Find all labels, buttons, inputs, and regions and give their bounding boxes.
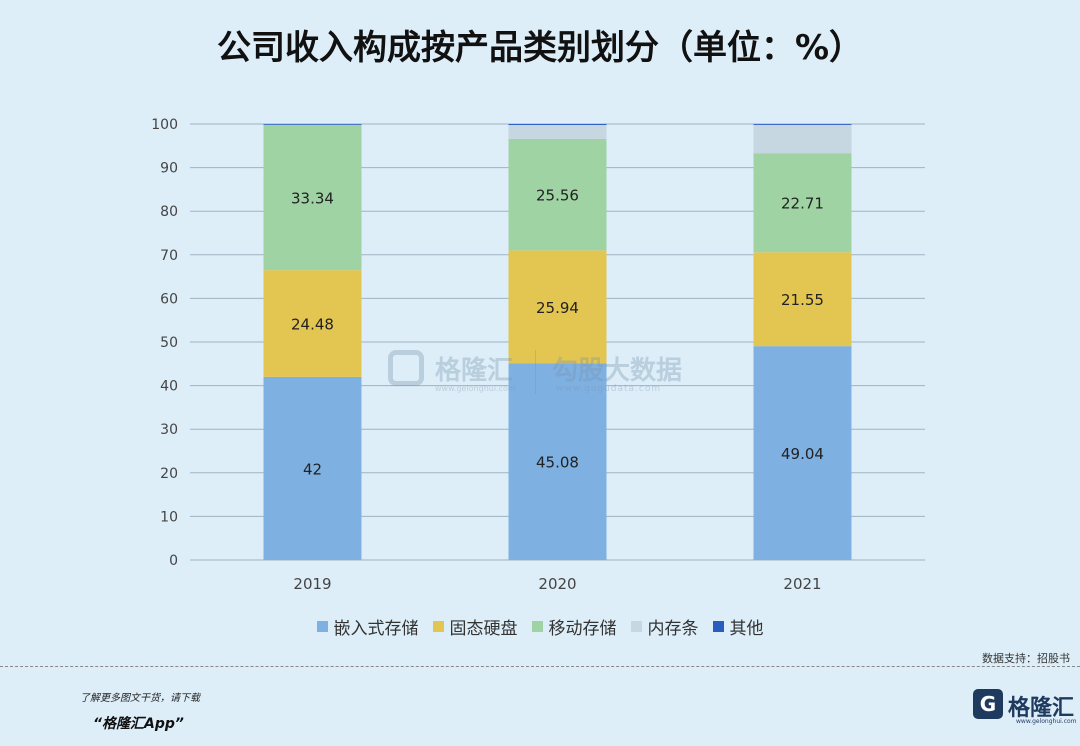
legend-label: 其他 xyxy=(729,619,764,639)
data-label: 25.94 xyxy=(536,299,579,317)
legend-swatch xyxy=(712,621,724,632)
footer-brand-url: www.gelonghui.com xyxy=(1016,718,1077,725)
legend-item: 固态硬盘 xyxy=(432,614,518,639)
bar-segment xyxy=(753,252,852,347)
legend-label: 嵌入式存储 xyxy=(333,619,419,639)
source-note: 数据支持：招股书 xyxy=(982,652,1070,665)
legend-item: 其他 xyxy=(712,614,764,639)
stacked-bar-chart: 42 24.48 33.34 45.08 25.94 25.56 49.04 21.55 22.… xyxy=(151,117,925,593)
bar-segment xyxy=(508,124,607,125)
data-label: 49.04 xyxy=(781,445,824,463)
bar-segment xyxy=(753,346,852,560)
data-label: 42 xyxy=(303,460,322,478)
data-label: 33.34 xyxy=(291,189,334,207)
y-tick-label: 30 xyxy=(160,422,178,438)
bars: 42 24.48 33.34 45.08 25.94 25.56 49.04 21.55 22.… xyxy=(263,124,852,560)
y-tick-label: 80 xyxy=(160,204,178,220)
y-tick-label: 90 xyxy=(160,161,178,177)
x-axis: 2019 2020 2021 xyxy=(293,575,821,593)
legend-item: 移动存储 xyxy=(531,614,617,639)
bar-segment xyxy=(508,250,607,364)
brand-logo-icon: G xyxy=(973,689,1003,719)
bar-segment xyxy=(753,124,852,154)
y-axis: 0 10 20 30 40 50 60 70 80 90 100 xyxy=(151,117,178,569)
legend-label: 移动存储 xyxy=(548,619,617,639)
y-tick-label: 0 xyxy=(169,553,178,569)
bar-segment xyxy=(753,124,852,125)
data-label: 21.55 xyxy=(781,291,824,309)
bar-segment xyxy=(263,270,362,377)
legend-swatch xyxy=(432,621,444,632)
legend-swatch xyxy=(630,621,642,632)
y-tick-label: 100 xyxy=(151,117,178,133)
data-label: 22.71 xyxy=(781,195,824,213)
legend: 嵌入式存储 固态硬盘 移动存储 内存条 其他 xyxy=(0,614,1080,639)
bar-segment xyxy=(508,138,607,251)
footer-app-name: “格隆汇App” xyxy=(93,716,184,732)
footer-brand: 格隆汇 xyxy=(1008,696,1075,721)
bar-segment xyxy=(263,124,362,271)
legend-label: 内存条 xyxy=(647,619,699,639)
bar-segment xyxy=(263,124,362,125)
y-tick-label: 70 xyxy=(160,248,178,264)
bar-segment xyxy=(508,363,607,560)
y-tick-label: 50 xyxy=(160,335,178,351)
y-tick-label: 40 xyxy=(160,379,178,395)
data-label: 24.48 xyxy=(291,316,334,334)
chart-title: 公司收入构成按产品类别划分（单位：%） xyxy=(216,28,864,68)
y-tick-label: 20 xyxy=(160,466,178,482)
y-tick-label: 10 xyxy=(160,509,178,525)
legend-item: 内存条 xyxy=(630,614,699,639)
legend-label: 固态硬盘 xyxy=(449,619,518,639)
x-tick-label: 2021 xyxy=(783,575,821,593)
bar-segment xyxy=(753,153,852,253)
y-tick-label: 60 xyxy=(160,291,178,307)
data-label: 45.08 xyxy=(536,454,579,472)
x-tick-label: 2020 xyxy=(538,575,576,593)
footer-note: 了解更多图文干货，请下载 xyxy=(80,693,200,704)
bar-segment xyxy=(508,124,607,139)
legend-item: 嵌入式存储 xyxy=(316,614,419,639)
divider xyxy=(0,666,1080,667)
legend-swatch xyxy=(531,621,543,632)
legend-swatch xyxy=(316,621,328,632)
x-tick-label: 2019 xyxy=(293,575,331,593)
data-label: 25.56 xyxy=(536,187,579,205)
bar-segment xyxy=(263,376,362,560)
